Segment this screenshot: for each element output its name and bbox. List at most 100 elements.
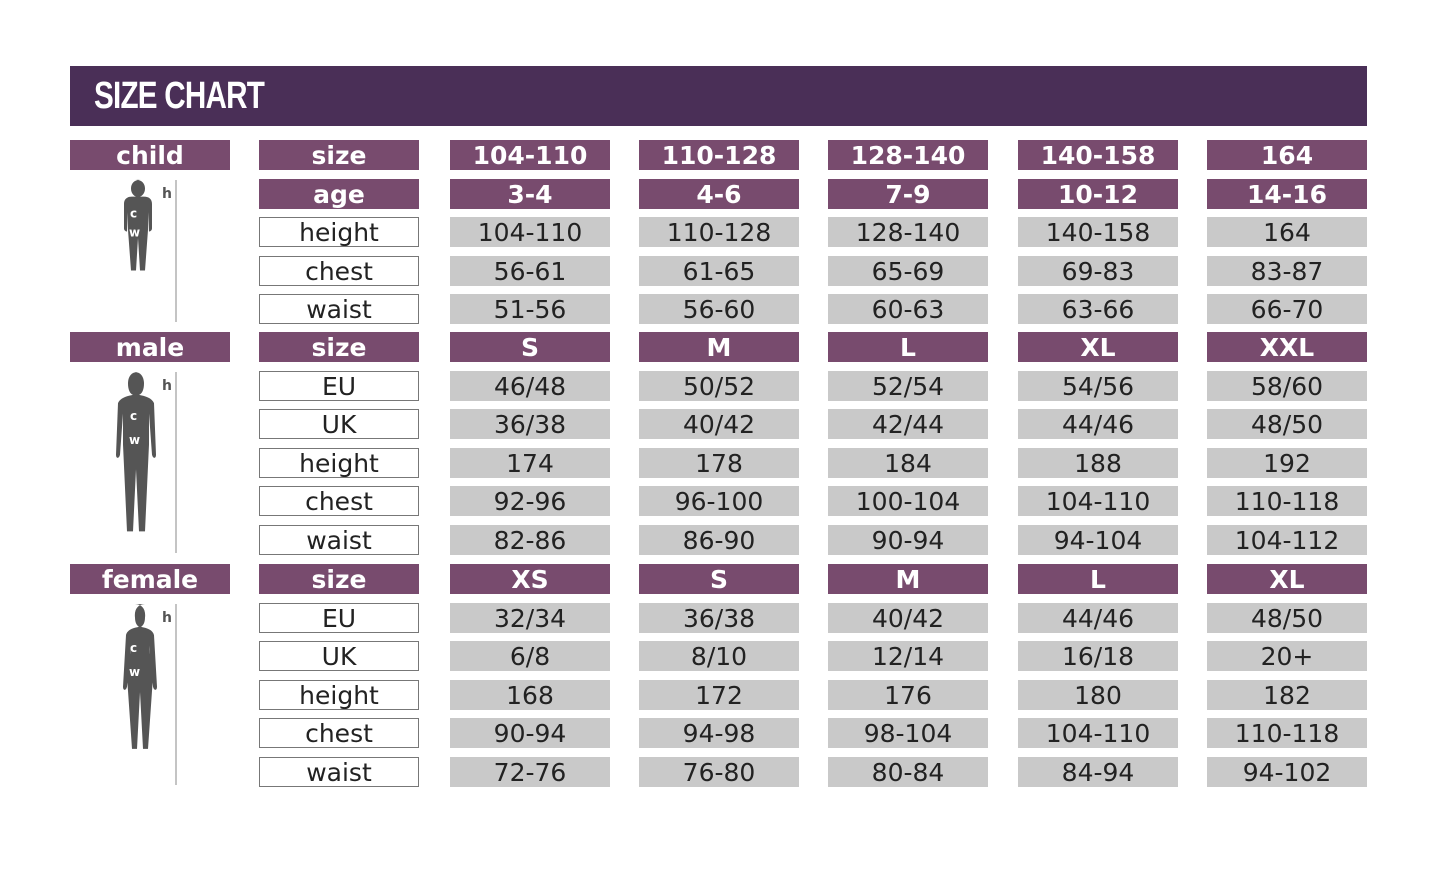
table-cell: 44/46 [1018, 409, 1178, 439]
table-cell: 3-4 [450, 179, 610, 209]
table-cell: M [828, 564, 988, 594]
row-label-waist: waist [259, 525, 419, 555]
table-cell: 56-60 [639, 294, 799, 324]
row-label-waist: waist [259, 294, 419, 324]
table-cell: 104-110 [450, 217, 610, 247]
table-cell: 84-94 [1018, 757, 1178, 787]
row-label-size: size [259, 332, 419, 362]
table-cell: 8/10 [639, 641, 799, 671]
table-cell: 110-128 [639, 140, 799, 170]
table-cell: 44/46 [1018, 603, 1178, 633]
table-cell: 14-16 [1207, 179, 1367, 209]
table-cell: M [639, 332, 799, 362]
table-cell: 184 [828, 448, 988, 478]
height-marker: h [162, 610, 172, 626]
table-cell: 40/42 [639, 409, 799, 439]
table-cell: XL [1018, 332, 1178, 362]
table-cell: 56-61 [450, 256, 610, 286]
section-label-child: child [70, 140, 230, 170]
table-cell: 192 [1207, 448, 1367, 478]
table-cell: L [828, 332, 988, 362]
section-label-female: female [70, 564, 230, 594]
table-cell: 54/56 [1018, 371, 1178, 401]
table-cell: 36/38 [639, 603, 799, 633]
row-label-size: size [259, 564, 419, 594]
table-cell: 188 [1018, 448, 1178, 478]
table-cell: 46/48 [450, 371, 610, 401]
table-cell: 82-86 [450, 525, 610, 555]
table-cell: S [639, 564, 799, 594]
waist-marker: w [129, 665, 140, 679]
row-label-uk: UK [259, 641, 419, 671]
table-cell: 94-104 [1018, 525, 1178, 555]
table-cell: 86-90 [639, 525, 799, 555]
height-marker: h [162, 378, 172, 394]
table-cell: 51-56 [450, 294, 610, 324]
table-cell: 110-128 [639, 217, 799, 247]
table-cell: 168 [450, 680, 610, 710]
row-label-uk: UK [259, 409, 419, 439]
row-label-height: height [259, 217, 419, 247]
height-marker: h [162, 186, 172, 202]
table-cell: 104-110 [1018, 486, 1178, 516]
waist-marker: w [129, 433, 140, 447]
table-cell: 10-12 [1018, 179, 1178, 209]
table-cell: 83-87 [1207, 256, 1367, 286]
table-cell: 104-110 [450, 140, 610, 170]
table-cell: 42/44 [828, 409, 988, 439]
table-cell: 94-98 [639, 718, 799, 748]
chest-marker: c [130, 409, 137, 423]
row-label-height: height [259, 448, 419, 478]
row-label-waist: waist [259, 757, 419, 787]
row-label-height: height [259, 680, 419, 710]
table-cell: 174 [450, 448, 610, 478]
table-cell: 100-104 [828, 486, 988, 516]
row-label-chest: chest [259, 718, 419, 748]
table-cell: 69-83 [1018, 256, 1178, 286]
table-cell: 48/50 [1207, 409, 1367, 439]
table-cell: 90-94 [450, 718, 610, 748]
table-cell: 40/42 [828, 603, 988, 633]
row-label-size: size [259, 140, 419, 170]
table-cell: 140-158 [1018, 140, 1178, 170]
table-cell: 110-118 [1207, 718, 1367, 748]
table-cell: 72-76 [450, 757, 610, 787]
table-cell: S [450, 332, 610, 362]
table-cell: L [1018, 564, 1178, 594]
row-label-eu: EU [259, 603, 419, 633]
table-cell: 36/38 [450, 409, 610, 439]
table-cell: 63-66 [1018, 294, 1178, 324]
table-cell: 20+ [1207, 641, 1367, 671]
row-label-eu: EU [259, 371, 419, 401]
table-cell: 104-110 [1018, 718, 1178, 748]
table-cell: 58/60 [1207, 371, 1367, 401]
section-label-male: male [70, 332, 230, 362]
table-cell: 66-70 [1207, 294, 1367, 324]
row-label-chest: chest [259, 486, 419, 516]
table-cell: 110-118 [1207, 486, 1367, 516]
table-cell: 48/50 [1207, 603, 1367, 633]
table-cell: 12/14 [828, 641, 988, 671]
table-cell: 164 [1207, 217, 1367, 247]
table-cell: 7-9 [828, 179, 988, 209]
page-title: SIZE CHART [94, 75, 265, 117]
table-cell: 52/54 [828, 371, 988, 401]
table-cell: 50/52 [639, 371, 799, 401]
size-chart-header: SIZE CHART [70, 66, 1367, 126]
child-silhouette-icon: h c w [110, 178, 190, 328]
female-silhouette-icon: h c w [110, 602, 190, 791]
table-cell: XS [450, 564, 610, 594]
table-cell: 94-102 [1207, 757, 1367, 787]
table-cell: 180 [1018, 680, 1178, 710]
table-cell: 140-158 [1018, 217, 1178, 247]
table-cell: 182 [1207, 680, 1367, 710]
table-cell: 60-63 [828, 294, 988, 324]
table-cell: 61-65 [639, 256, 799, 286]
table-cell: 76-80 [639, 757, 799, 787]
table-cell: 96-100 [639, 486, 799, 516]
table-cell: 90-94 [828, 525, 988, 555]
table-cell: XL [1207, 564, 1367, 594]
waist-marker: w [129, 225, 140, 239]
male-silhouette-icon: h c w [110, 370, 190, 559]
table-cell: 65-69 [828, 256, 988, 286]
